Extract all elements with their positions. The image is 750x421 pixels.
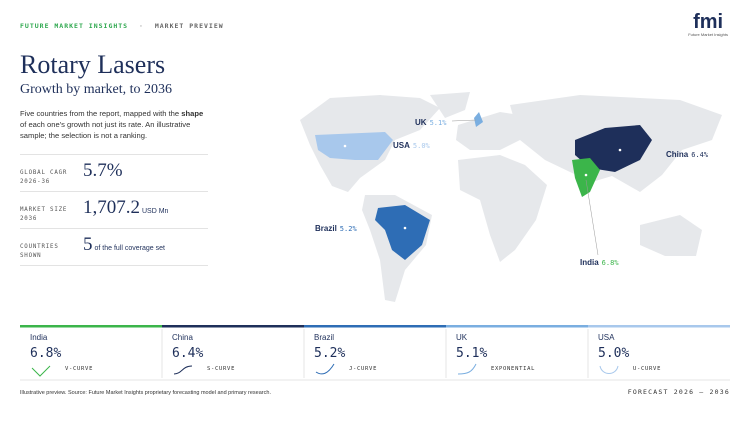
card-bar bbox=[20, 325, 162, 328]
stat-label: MARKET SIZE 2036 bbox=[20, 207, 68, 222]
description-text: Five countries from the report, mapped w… bbox=[20, 109, 182, 118]
description: Five countries from the report, mapped w… bbox=[20, 108, 210, 141]
map-label: USA 5.0% bbox=[393, 141, 431, 150]
map-label: UK 5.1% bbox=[415, 118, 447, 127]
card-value: 6.4% bbox=[172, 346, 203, 361]
card-curve: J-CURVE bbox=[349, 366, 377, 372]
card-country: USA bbox=[598, 333, 615, 342]
stat-unit: of the full coverage set bbox=[94, 245, 165, 252]
card-curve: S-CURVE bbox=[207, 366, 235, 372]
map-country: China bbox=[666, 150, 689, 159]
uk-shape bbox=[474, 112, 483, 127]
card-bar bbox=[588, 325, 730, 328]
stat-value: 5 of the full coverage set bbox=[83, 234, 165, 256]
stat-label: GLOBAL CAGR 2026-36 bbox=[20, 170, 68, 185]
map-value: 5.2% bbox=[340, 225, 358, 233]
connector bbox=[585, 179, 599, 256]
map-country: India bbox=[580, 258, 599, 267]
australia bbox=[640, 215, 702, 256]
footer-forecast: FORECAST 2026 – 2036 bbox=[628, 388, 730, 396]
divider bbox=[20, 265, 208, 266]
stat: MARKET SIZE 2036 1,707.2 USD Mn bbox=[20, 191, 208, 229]
separator: · bbox=[139, 22, 144, 30]
card-curve: U-CURVE bbox=[633, 366, 661, 372]
card-country: Brazil bbox=[314, 333, 334, 342]
map-country: USA bbox=[393, 141, 410, 150]
cards: India 6.8% V-CURVE China 6.4% S-CURVE Brazil 5.… bbox=[20, 325, 730, 396]
footer-source: Illustrative preview. Source: Future Mar… bbox=[20, 390, 271, 396]
card-bar bbox=[304, 325, 446, 328]
map-country: UK bbox=[415, 118, 427, 127]
map-value: 5.1% bbox=[430, 119, 448, 127]
description-text: of each one's growth not just its rate. … bbox=[20, 120, 191, 140]
map: UK 5.1% USA 5.0% China 6.4% Brazil 5.2% India 6.8… bbox=[300, 92, 722, 302]
logo: fmi Future Market Insights bbox=[688, 12, 728, 37]
china-shape bbox=[575, 125, 652, 172]
section: MARKET PREVIEW bbox=[154, 22, 224, 30]
dot bbox=[343, 144, 347, 148]
dot bbox=[584, 173, 588, 177]
usa-shape bbox=[315, 132, 393, 160]
curve-icon bbox=[315, 363, 335, 375]
logo-mark: fmi bbox=[693, 11, 724, 33]
card-value: 5.2% bbox=[314, 346, 345, 361]
title: Rotary Lasers bbox=[20, 50, 166, 79]
card-country: China bbox=[172, 333, 193, 342]
map-country: Brazil bbox=[315, 224, 337, 233]
europe bbox=[456, 112, 520, 150]
africa bbox=[458, 155, 547, 262]
map-label: China 6.4% bbox=[666, 150, 709, 159]
curve-icon bbox=[457, 363, 477, 375]
land bbox=[300, 92, 722, 302]
card-curve: V-CURVE bbox=[65, 366, 93, 372]
subtitle: Growth by market, to 2036 bbox=[20, 82, 173, 97]
connector bbox=[451, 119, 477, 122]
stat-unit: USD Mn bbox=[142, 208, 169, 215]
map-value: 5.0% bbox=[413, 142, 431, 150]
brazil-shape bbox=[375, 205, 430, 260]
stat-number: 5.7% bbox=[83, 160, 123, 181]
stat-value: 5.7% bbox=[83, 160, 123, 182]
card-bar bbox=[446, 325, 588, 328]
map-value: 6.4% bbox=[691, 151, 709, 159]
header: FUTURE MARKET INSIGHTS · MARKET PREVIEW bbox=[20, 22, 224, 30]
card-curve: EXPONENTIAL bbox=[491, 366, 535, 372]
india-shape bbox=[572, 158, 600, 197]
curve-icon bbox=[599, 365, 619, 374]
stat-value: 1,707.2 USD Mn bbox=[83, 197, 168, 219]
stat: GLOBAL CAGR 2026-36 5.7% bbox=[20, 154, 208, 192]
card-value: 5.1% bbox=[456, 346, 487, 361]
card-value: 5.0% bbox=[598, 346, 629, 361]
dot bbox=[618, 148, 622, 152]
greenland bbox=[430, 92, 470, 118]
stat: COUNTRIES SHOWN 5 of the full coverage set bbox=[20, 228, 208, 266]
card-country: UK bbox=[456, 333, 468, 342]
curve-icon bbox=[31, 365, 51, 377]
map-label: Brazil 5.2% bbox=[315, 224, 357, 233]
stat-number: 5 bbox=[83, 234, 93, 255]
stat-label: COUNTRIES SHOWN bbox=[20, 244, 59, 259]
description-emphasis: shape bbox=[181, 109, 204, 118]
brand: FUTURE MARKET INSIGHTS bbox=[20, 22, 129, 30]
dots bbox=[343, 144, 622, 230]
stat-number: 1,707.2 bbox=[83, 197, 140, 218]
curve-icon bbox=[173, 365, 193, 375]
card-country: India bbox=[30, 333, 48, 342]
map-value: 6.8% bbox=[602, 259, 620, 267]
logo-caption: Future Market Insights bbox=[688, 32, 728, 37]
card-bar bbox=[162, 325, 304, 328]
dot bbox=[403, 226, 407, 230]
card-value: 6.8% bbox=[30, 346, 61, 361]
map-label: India 6.8% bbox=[580, 258, 619, 267]
